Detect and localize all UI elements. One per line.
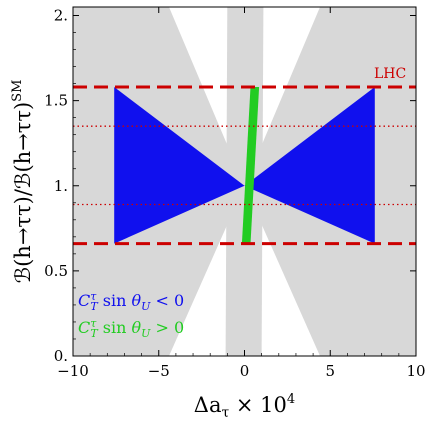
x-tick-label: −10 — [57, 362, 89, 380]
green-region — [241, 87, 260, 244]
scatter-regions — [73, 7, 416, 356]
x-axis-title: Δaτ × 104 — [194, 392, 295, 421]
y-tick-label: 1. — [54, 177, 68, 195]
x-tick-label: −5 — [148, 362, 170, 380]
y-axis-title: ℬ(h→ττ)/ℬ(h→ττ)SM — [10, 80, 35, 284]
y-tick-label: 0.5 — [44, 262, 68, 280]
x-axis-ticks: −10 −5 0 5 10 — [57, 7, 426, 380]
reference-lines — [73, 85, 416, 246]
legend: Cτ T sin θU < 0 Cτ T sin θU > 0 — [78, 290, 184, 340]
x-tick-label: 10 — [406, 362, 425, 380]
y-axis-ticks: 0. 0.5 1. 1.5 2. — [44, 7, 416, 365]
blue-region — [114, 87, 375, 244]
legend-entry-positive: Cτ T sin θU > 0 — [78, 317, 184, 340]
x-tick-label: 5 — [325, 362, 335, 380]
y-tick-label: 1.5 — [44, 92, 68, 110]
lhc-label: LHC — [374, 66, 406, 82]
x-tick-label: 0 — [240, 362, 250, 380]
y-tick-label: 2. — [54, 7, 68, 25]
y-tick-label: 0. — [54, 347, 68, 365]
legend-entry-negative: Cτ T sin θU < 0 — [78, 290, 184, 313]
